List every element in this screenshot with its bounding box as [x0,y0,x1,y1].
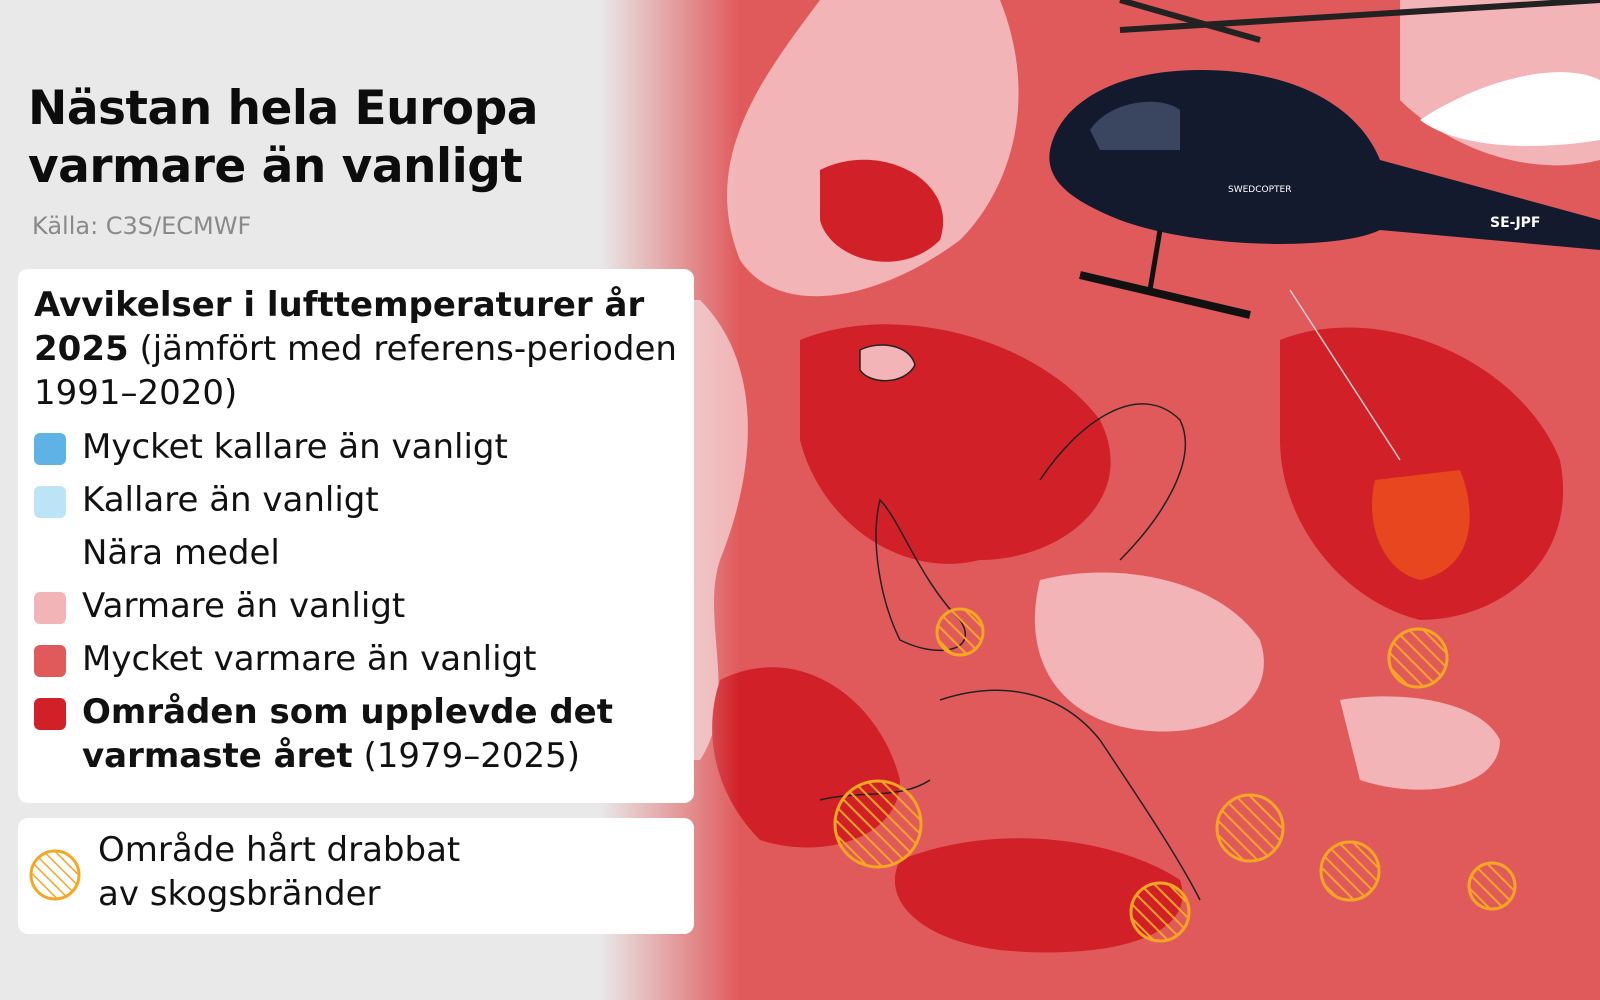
hatched-circle-icon [29,849,81,901]
color-swatch [34,486,66,518]
wildfire-marker [935,607,985,657]
wildfire-markers [833,607,1517,943]
legend-item-near-average: Nära medel [34,531,280,575]
region-warm [727,0,1019,297]
legend-item-colder: Kallare än vanligt [34,478,379,522]
wildfire-legend: Område hårt drabbat av skogsbränder [18,818,694,934]
wildfire-marker [1387,627,1449,689]
region-warmest [1280,327,1564,620]
legend-item-warmest-year: Områden som upplevde det varmaste året (… [34,690,674,778]
page-title: Nästan hela Europa varmare än vanligt [28,81,538,194]
color-swatch [34,433,66,465]
legend-title: Avvikelser i lufttemperaturer år 2025 (j… [34,285,677,413]
region-warm [1034,572,1264,732]
helicopter-photo: SE-JPF SWEDCOPTER [1049,0,1600,580]
region-near-average [1420,72,1600,146]
iceland-outline [859,344,916,382]
wildfire-legend-label: av skogsbränder [98,874,381,914]
source-credit: Källa: C3S/ECMWF [32,212,252,240]
water-bucket-icon [1372,470,1470,580]
scandinavia-outline [1039,403,1186,561]
legend-item-much-warmer: Mycket varmare än vanligt [34,637,536,681]
wildfire-marker [1215,793,1285,863]
wildfire-marker [1319,840,1381,902]
region-warmest [894,838,1183,953]
legend-item-much-colder: Mycket kallare än vanligt [34,425,508,469]
wildfire-legend-label: Område hårt drabbat [98,830,461,870]
region-warm [1340,696,1500,790]
color-swatch [34,592,66,624]
legend-item-warmer: Varmare än vanligt [34,584,405,628]
wildfire-marker [1467,861,1517,911]
color-swatch [34,539,66,571]
wildfire-marker [833,779,923,869]
region-warmest [800,324,1111,564]
color-swatch [34,645,66,677]
svg-text:SWEDCOPTER: SWEDCOPTER [1228,185,1291,195]
region-warmest [820,159,944,262]
svg-text:SE-JPF: SE-JPF [1490,215,1541,231]
wildfire-marker [1129,881,1191,943]
color-swatch [34,698,66,730]
temperature-legend: Avvikelser i lufttemperaturer år 2025 (j… [18,269,694,803]
